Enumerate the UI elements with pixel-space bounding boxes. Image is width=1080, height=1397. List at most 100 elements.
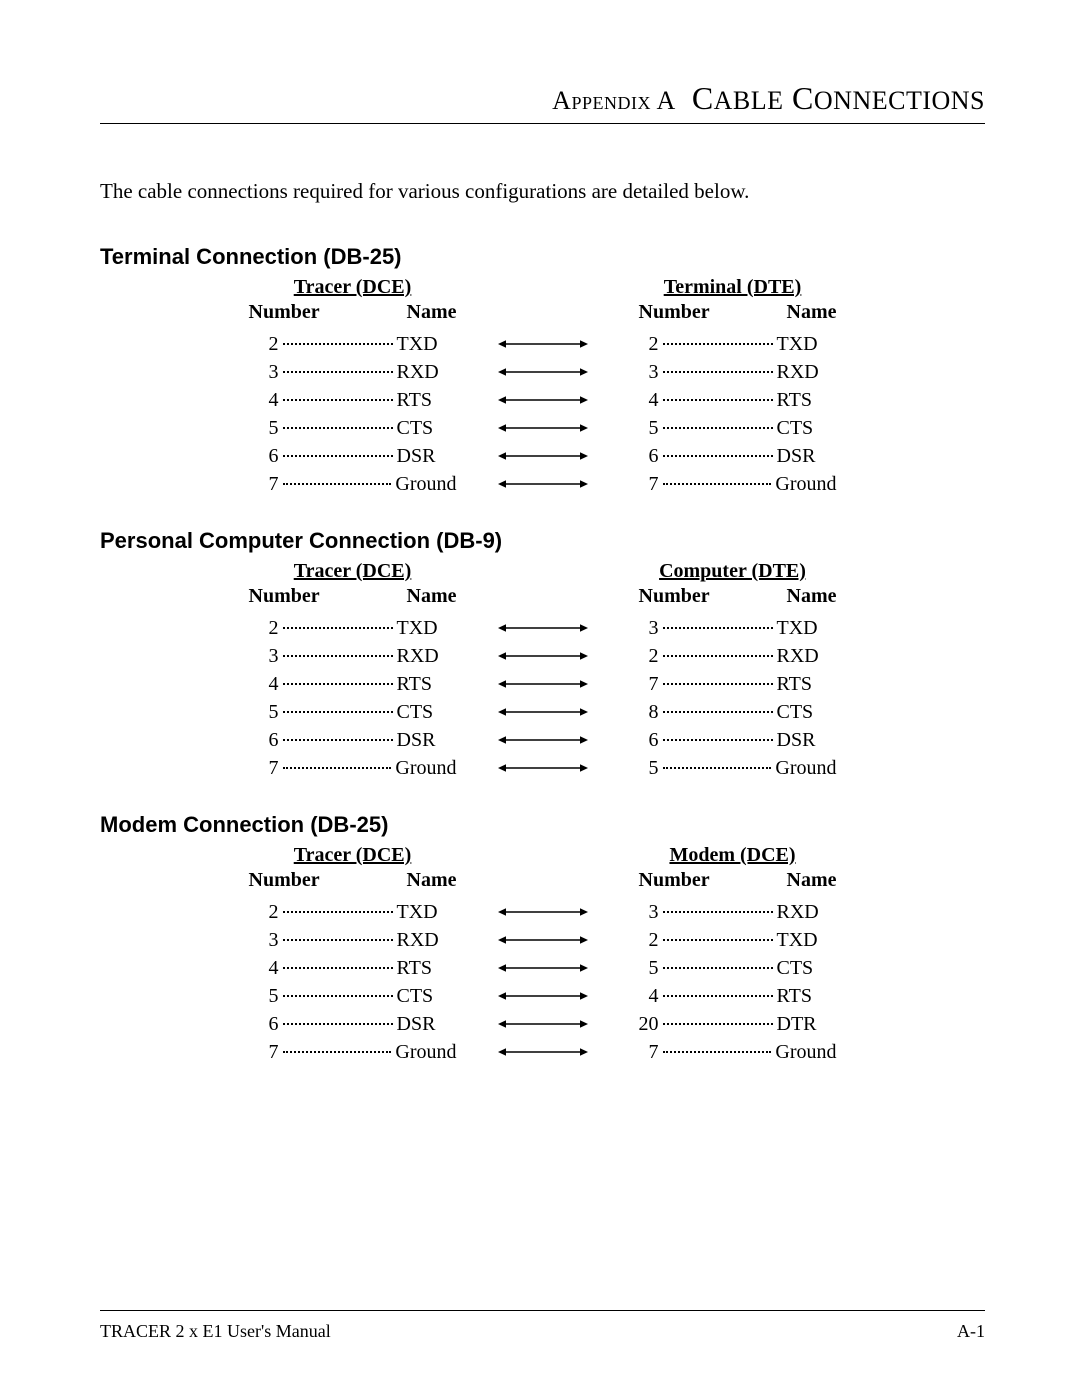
pin-left: 2 TXD bbox=[243, 614, 463, 642]
pin-right: 2 TXD bbox=[623, 926, 843, 954]
leader-dots bbox=[663, 371, 773, 373]
pin-row: 6 DSR 6 DSR bbox=[243, 442, 843, 470]
pin-left-name: RXD bbox=[397, 642, 457, 670]
double-arrow-icon bbox=[483, 733, 603, 747]
pin-left: 4 RTS bbox=[243, 670, 463, 698]
pin-right: 2 RXD bbox=[623, 642, 843, 670]
leader-dots bbox=[283, 483, 392, 485]
pin-right-name: DSR bbox=[777, 442, 837, 470]
modem-right-title: Modem (DCE) bbox=[623, 844, 843, 867]
spacer bbox=[483, 276, 603, 330]
pin-row: 4 RTS 7 RTS bbox=[243, 670, 843, 698]
pin-left: 6 DSR bbox=[243, 726, 463, 754]
terminal-left-subheader: Number Name bbox=[243, 299, 463, 330]
terminal-rows: 2 TXD 2 TXD 3 RXD 3 bbox=[243, 330, 843, 498]
pin-right-number: 3 bbox=[629, 614, 659, 642]
terminal-headers: Tracer (DCE) Number Name Terminal (DTE) … bbox=[243, 276, 843, 330]
pin-right-name: TXD bbox=[777, 330, 837, 358]
modem-headers: Tracer (DCE) Number Name Modem (DCE) Num… bbox=[243, 844, 843, 898]
pin-left-name: RTS bbox=[397, 954, 457, 982]
section-title-pc: Personal Computer Connection (DB-9) bbox=[100, 528, 985, 554]
pin-right-number: 4 bbox=[629, 386, 659, 414]
double-arrow-icon bbox=[483, 365, 603, 379]
pin-right: 2 TXD bbox=[623, 330, 843, 358]
leader-dots bbox=[663, 399, 773, 401]
pin-left: 7 Ground bbox=[243, 1038, 463, 1066]
col-number: Number bbox=[629, 301, 710, 324]
pin-row: 7 Ground 7 Ground bbox=[243, 470, 843, 498]
pin-left-number: 3 bbox=[249, 642, 279, 670]
modem-left-header: Tracer (DCE) Number Name bbox=[243, 844, 463, 898]
pin-left-name: TXD bbox=[397, 898, 457, 926]
leader-dots bbox=[663, 343, 773, 345]
pin-left: 4 RTS bbox=[243, 954, 463, 982]
pin-right-name: CTS bbox=[777, 954, 837, 982]
pin-right: 5 Ground bbox=[623, 754, 843, 782]
pin-right: 6 DSR bbox=[623, 726, 843, 754]
pin-left-name: Ground bbox=[395, 1038, 456, 1066]
col-name: Name bbox=[407, 585, 457, 608]
leader-dots bbox=[663, 655, 773, 657]
pc-headers: Tracer (DCE) Number Name Computer (DTE) … bbox=[243, 560, 843, 614]
page: Appendix A CABLE CONNECTIONS The cable c… bbox=[0, 0, 1080, 1397]
pc-left-title: Tracer (DCE) bbox=[243, 560, 463, 583]
pin-left-name: CTS bbox=[397, 982, 457, 1010]
pin-right-name: TXD bbox=[777, 614, 837, 642]
pc-left-header: Tracer (DCE) Number Name bbox=[243, 560, 463, 614]
pin-right: 4 RTS bbox=[623, 982, 843, 1010]
pin-left: 3 RXD bbox=[243, 358, 463, 386]
pin-left-number: 6 bbox=[249, 726, 279, 754]
pin-right-number: 4 bbox=[629, 982, 659, 1010]
pin-left: 7 Ground bbox=[243, 754, 463, 782]
pin-left-number: 7 bbox=[249, 754, 279, 782]
pin-left-name: RXD bbox=[397, 926, 457, 954]
leader-dots bbox=[663, 911, 773, 913]
pin-left-number: 7 bbox=[249, 1038, 279, 1066]
spacer bbox=[483, 844, 603, 898]
leader-dots bbox=[283, 939, 393, 941]
pin-right-name: TXD bbox=[777, 926, 837, 954]
leader-dots bbox=[283, 1023, 393, 1025]
page-title: Appendix A CABLE CONNECTIONS bbox=[100, 80, 985, 124]
col-number: Number bbox=[249, 585, 320, 608]
pin-right: 3 RXD bbox=[623, 358, 843, 386]
pin-row: 5 CTS 5 CTS bbox=[243, 414, 843, 442]
pin-left-name: RTS bbox=[397, 670, 457, 698]
pin-right-number: 5 bbox=[629, 414, 659, 442]
spacer bbox=[483, 560, 603, 614]
pin-left: 2 TXD bbox=[243, 330, 463, 358]
pc-left-subheader: Number Name bbox=[243, 583, 463, 614]
pin-right-name: Ground bbox=[775, 1038, 836, 1066]
pin-left-name: CTS bbox=[397, 698, 457, 726]
pin-right-number: 2 bbox=[629, 926, 659, 954]
pin-left: 5 CTS bbox=[243, 414, 463, 442]
col-name: Name bbox=[787, 301, 837, 324]
col-number: Number bbox=[249, 301, 320, 324]
modem-block: Tracer (DCE) Number Name Modem (DCE) Num… bbox=[243, 844, 843, 1066]
pin-left-number: 2 bbox=[249, 330, 279, 358]
pin-left-number: 4 bbox=[249, 386, 279, 414]
pin-left: 3 RXD bbox=[243, 926, 463, 954]
pin-right-name: RTS bbox=[777, 670, 837, 698]
pin-left-number: 2 bbox=[249, 898, 279, 926]
pin-row: 5 CTS 4 RTS bbox=[243, 982, 843, 1010]
leader-dots bbox=[663, 455, 773, 457]
pin-left-number: 5 bbox=[249, 414, 279, 442]
pin-left-name: CTS bbox=[397, 414, 457, 442]
pc-right-header: Computer (DTE) Number Name bbox=[623, 560, 843, 614]
leader-dots bbox=[283, 399, 393, 401]
double-arrow-icon bbox=[483, 1017, 603, 1031]
leader-dots bbox=[663, 483, 772, 485]
pin-row: 4 RTS 4 RTS bbox=[243, 386, 843, 414]
leader-dots bbox=[283, 967, 393, 969]
pin-left-name: RTS bbox=[397, 386, 457, 414]
leader-dots bbox=[283, 767, 392, 769]
modem-right-subheader: Number Name bbox=[623, 867, 843, 898]
pin-left-name: DSR bbox=[397, 442, 457, 470]
pin-right-name: RXD bbox=[777, 358, 837, 386]
terminal-right-title: Terminal (DTE) bbox=[623, 276, 843, 299]
footer-right: A-1 bbox=[957, 1321, 985, 1342]
leader-dots bbox=[663, 939, 773, 941]
col-name: Name bbox=[787, 869, 837, 892]
pin-right: 5 CTS bbox=[623, 954, 843, 982]
